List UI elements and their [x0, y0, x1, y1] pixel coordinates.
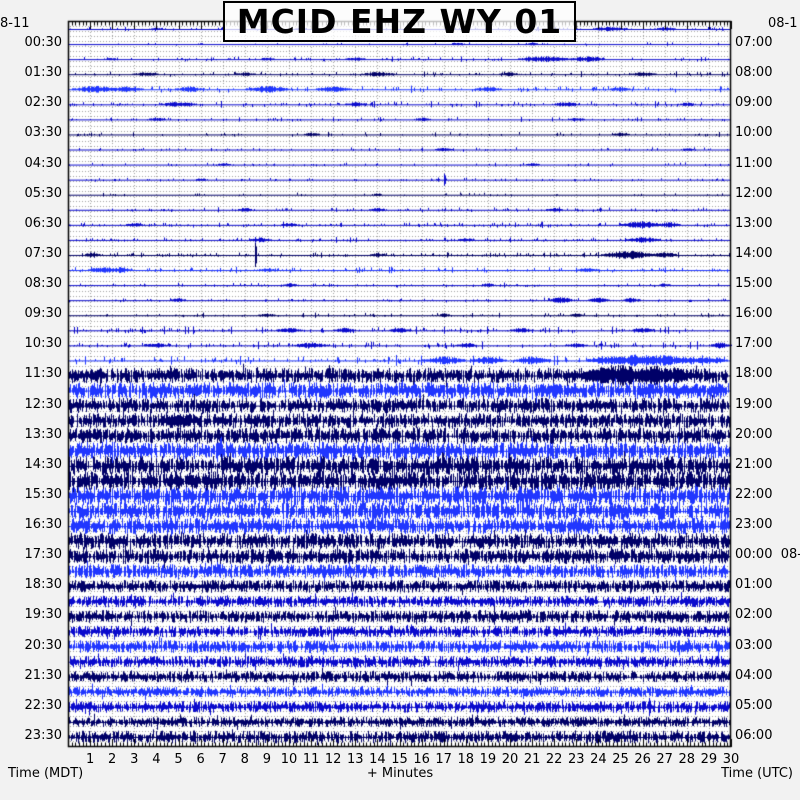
right-time-label: 08:00	[735, 65, 773, 81]
left-time-label: 05:30	[24, 185, 62, 201]
right-time-label: 15:00	[735, 276, 773, 292]
minute-tick-label: 24	[590, 752, 607, 767]
right-axis-caption: Time (UTC)	[721, 766, 793, 781]
minute-tick-label: 23	[568, 752, 585, 767]
left-time-label: 19:30	[24, 607, 62, 623]
left-time-label: 04:30	[24, 155, 62, 171]
minute-tick-label: 3	[130, 752, 139, 767]
minute-tick-label: 30	[722, 752, 740, 767]
minute-tick-label: 8	[240, 752, 249, 767]
x-axis-caption: + Minutes	[366, 766, 434, 781]
minute-tick-label: 26	[634, 752, 651, 767]
minute-tick-label: 17	[435, 752, 452, 767]
right-time-label: 11:00	[735, 155, 773, 171]
minute-tick-label: 28	[678, 752, 696, 767]
right-time-label: 20:00	[735, 426, 773, 442]
minute-tick-label: 4	[152, 752, 161, 767]
minute-tick-label: 1	[85, 752, 95, 767]
left-time-label: 09:30	[24, 306, 62, 322]
minute-tick-label: 9	[262, 752, 272, 767]
minute-tick-label: 16	[413, 752, 430, 767]
minute-tick-label: 10	[280, 752, 298, 767]
left-time-label: 18:30	[24, 577, 62, 593]
left-time-label: 00:30	[24, 35, 62, 51]
minute-tick-label: 7	[218, 752, 227, 767]
right-time-label: 03:00	[735, 637, 773, 653]
right-time-label: 17:00	[735, 336, 773, 352]
left-time-label: 11:30	[24, 366, 62, 382]
right-time-label: 01:00	[735, 577, 773, 593]
minute-tick-label: 20	[501, 752, 519, 767]
minute-tick-label: 21	[523, 752, 541, 767]
right-time-label: 14:00	[735, 245, 773, 261]
right-time-label: 23:00	[735, 517, 773, 533]
minute-tick-label: 13	[347, 752, 364, 767]
minute-tick-label: 6	[196, 752, 205, 767]
right-time-label: 13:00	[735, 215, 773, 231]
left-time-label: 21:30	[24, 667, 62, 683]
left-time-label: 01:30	[24, 65, 62, 81]
left-time-label: 22:30	[24, 697, 62, 713]
right-time-label: 05:00	[735, 697, 773, 713]
left-time-label: 23:30	[24, 728, 62, 743]
minute-tick-label: 14	[369, 752, 386, 767]
minute-tick-label: 15	[391, 752, 408, 767]
minute-tick-label: 19	[479, 752, 497, 767]
left-time-label: 13:30	[24, 426, 62, 442]
left-time-label: 12:30	[24, 396, 62, 412]
left-time-label: 03:30	[24, 125, 62, 141]
left-time-label: 17:30	[24, 547, 62, 563]
left-time-label: 20:30	[24, 637, 62, 653]
right-time-label: 09:00	[735, 95, 773, 111]
minute-tick-label: 29	[700, 752, 718, 767]
left-time-label: 15:30	[24, 486, 62, 502]
minute-tick-label: 5	[174, 752, 183, 767]
left-time-label: 08:30	[24, 276, 62, 292]
right-time-label: 18:00	[735, 366, 773, 382]
station-title-box: MCID EHZ WY 01	[223, 1, 576, 42]
station-title: MCID EHZ WY 01	[236, 2, 563, 41]
minute-tick-label: 2	[108, 752, 117, 767]
minute-tick-label: 27	[656, 752, 673, 767]
right-time-label: 00:00 08-12	[735, 547, 800, 563]
right-time-label: 12:00	[735, 185, 773, 201]
date-label-top-right: 08-1	[768, 16, 798, 31]
left-time-label: 02:30	[24, 95, 62, 111]
right-time-label: 21:00	[735, 456, 773, 472]
right-time-label: 04:00	[735, 667, 773, 683]
minute-tick-label: 11	[302, 752, 320, 767]
right-time-label: 02:00	[735, 607, 773, 623]
left-time-label: 06:30	[24, 215, 62, 231]
left-time-label: 16:30	[24, 517, 62, 533]
left-time-label: 14:30	[24, 456, 62, 472]
right-time-label: 07:00	[735, 35, 773, 51]
right-time-label: 16:00	[735, 306, 773, 322]
minute-tick-label: 22	[545, 752, 563, 767]
left-axis-caption: Time (MDT)	[8, 766, 84, 781]
date-label-top-left: 8-11	[0, 16, 30, 31]
minute-tick-label: 12	[324, 752, 342, 767]
right-time-label: 19:00	[735, 396, 773, 412]
left-time-label: 07:30	[24, 245, 62, 261]
minute-tick-label: 18	[457, 752, 475, 767]
right-time-label: 22:00	[735, 486, 773, 502]
left-time-label: 10:30	[24, 336, 62, 352]
right-time-label: 10:00	[735, 125, 773, 141]
right-time-label: 06:00	[735, 728, 773, 743]
minute-tick-label: 25	[612, 752, 629, 767]
